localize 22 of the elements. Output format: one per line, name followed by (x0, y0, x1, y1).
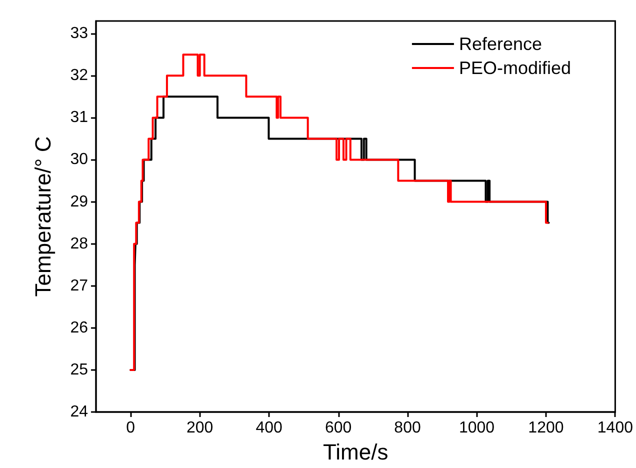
x-tick-label: 600 (324, 420, 352, 436)
y-tick-label: 31 (70, 109, 88, 126)
y-axis-title: Temperature/° C (30, 136, 56, 297)
y-tick-label: 26 (70, 319, 88, 336)
y-tick-label: 24 (70, 404, 88, 420)
x-tick-label: 1000 (458, 420, 495, 436)
x-tick-label: 1200 (528, 420, 564, 436)
y-tick-label: 33 (70, 25, 88, 42)
y-tick-label: 32 (70, 67, 88, 84)
x-tick-label: 0 (126, 420, 136, 436)
y-tick-label: 30 (70, 151, 88, 168)
x-tick-label: 400 (256, 420, 283, 436)
y-tick-label: 28 (70, 235, 88, 252)
x-tick-label: 200 (186, 420, 214, 436)
x-axis-title: Time/s (323, 439, 388, 464)
x-tick-label: 1400 (597, 420, 634, 436)
legend-label: PEO-modified (458, 58, 572, 78)
x-tick-label: 800 (394, 420, 421, 436)
y-tick-label: 27 (70, 277, 88, 294)
legend-label: Reference (458, 34, 542, 54)
y-tick-label: 29 (70, 193, 88, 210)
y-tick-label: 25 (70, 361, 88, 378)
